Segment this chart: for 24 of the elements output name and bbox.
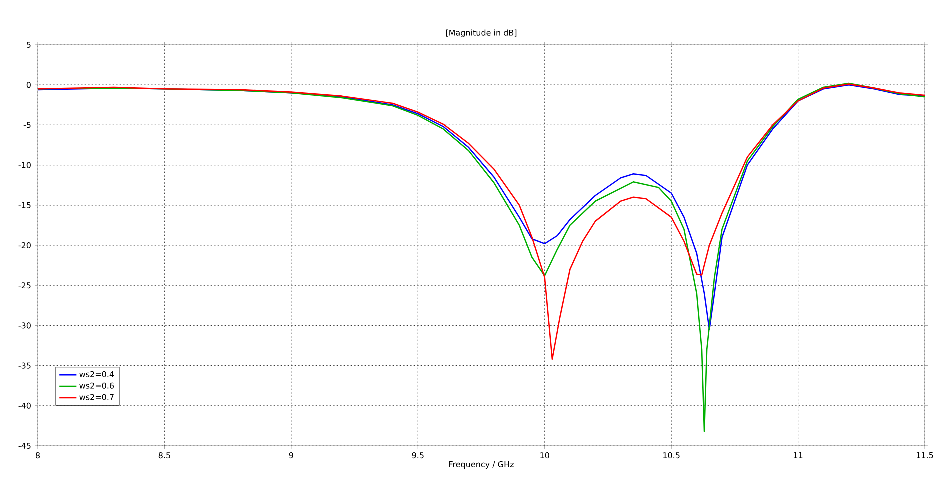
y-tick-label: 0 bbox=[26, 82, 31, 88]
y-tick-label: -45 bbox=[18, 443, 31, 449]
x-tick-label: 9 bbox=[289, 452, 294, 459]
x-tick-label: 10 bbox=[540, 452, 550, 459]
x-tick-label: 11 bbox=[794, 452, 803, 458]
chart-title: [Magnitude in dB] bbox=[446, 30, 517, 38]
y-tick-label: -40 bbox=[18, 402, 31, 409]
y-tick-label: -30 bbox=[18, 322, 31, 329]
y-tick-label: -35 bbox=[18, 362, 31, 369]
y-tick-label: -5 bbox=[24, 122, 31, 128]
y-tick-label: -15 bbox=[18, 202, 31, 208]
x-axis-title: Frequency / GHz bbox=[450, 461, 514, 470]
x-tick-label: 11.5 bbox=[916, 452, 934, 458]
legend-label: ws2=0.6 bbox=[80, 382, 114, 389]
x-tick-label: 9.5 bbox=[412, 452, 424, 459]
y-tick-label: -25 bbox=[18, 282, 31, 289]
legend-label: ws2=0.4 bbox=[80, 371, 114, 378]
x-tick-label: 10.5 bbox=[664, 452, 680, 459]
y-tick-label: 5 bbox=[26, 42, 31, 48]
x-tick-label: 8.5 bbox=[158, 452, 170, 459]
y-tick-label: -20 bbox=[18, 242, 31, 249]
y-tick-label: -10 bbox=[18, 162, 31, 168]
legend-label: ws2=0.7 bbox=[80, 394, 114, 400]
x-tick-label: 8 bbox=[36, 452, 40, 459]
